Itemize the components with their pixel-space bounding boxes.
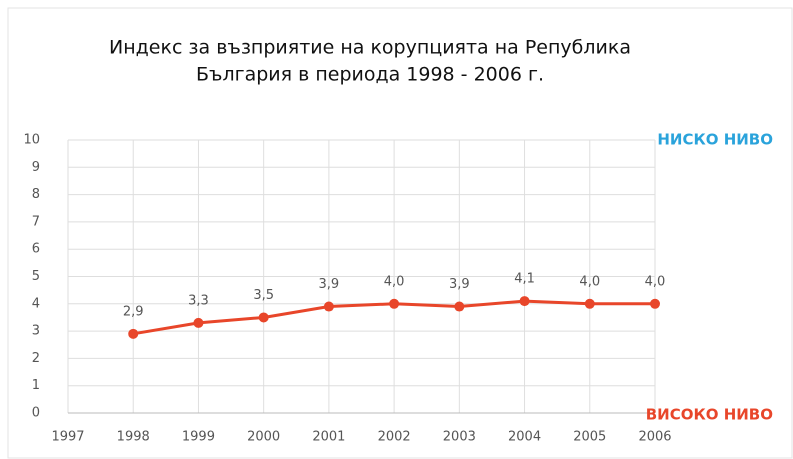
note-high: ВИСОКО НИВО <box>646 406 773 424</box>
y-tick-label: 5 <box>32 269 40 284</box>
y-tick-label: 3 <box>32 324 40 339</box>
chart-title: България в периода 1998 - 2006 г. <box>196 64 544 86</box>
data-point <box>128 328 139 339</box>
x-tick-label: 1999 <box>182 430 215 445</box>
y-tick-label: 9 <box>32 160 40 175</box>
y-tick-label: 2 <box>32 351 40 366</box>
data-point <box>323 301 334 312</box>
x-tick-label: 2002 <box>378 430 411 445</box>
y-tick-label: 0 <box>32 406 40 421</box>
x-tick-label: 2006 <box>638 430 671 445</box>
x-tick-label: 2004 <box>508 430 541 445</box>
y-tick-label: 10 <box>23 133 40 148</box>
y-tick-label: 8 <box>32 187 40 202</box>
data-point <box>258 312 269 323</box>
data-point <box>454 301 465 312</box>
data-label: 3,3 <box>188 293 209 308</box>
note-low: НИСКО НИВО <box>657 131 773 149</box>
data-point <box>193 317 204 328</box>
data-point <box>650 298 660 309</box>
x-tick-label: 2005 <box>573 430 606 445</box>
y-tick-label: 1 <box>32 378 40 393</box>
data-label: 3,9 <box>449 277 470 292</box>
x-tick-label: 1998 <box>117 430 150 445</box>
y-tick-label: 6 <box>32 242 40 257</box>
y-tick-label: 4 <box>32 296 40 311</box>
data-label: 2,9 <box>123 304 144 319</box>
x-tick-label: 2000 <box>247 430 280 445</box>
data-label: 3,5 <box>253 288 274 303</box>
x-tick-label: 2001 <box>312 430 345 445</box>
chart-frame <box>7 7 793 459</box>
x-tick-label: 2003 <box>443 430 476 445</box>
data-label: 4,0 <box>579 274 600 289</box>
data-point <box>519 296 530 307</box>
data-label: 3,9 <box>319 277 340 292</box>
data-point <box>584 298 595 309</box>
data-point <box>389 298 400 309</box>
data-label: 4,1 <box>514 272 535 287</box>
x-tick-label: 1997 <box>51 430 84 445</box>
data-label: 4,0 <box>645 274 666 289</box>
y-tick-label: 7 <box>32 214 40 229</box>
data-label: 4,0 <box>384 274 405 289</box>
chart-title: Индекс за възприятие на корупцията на Ре… <box>109 37 631 59</box>
